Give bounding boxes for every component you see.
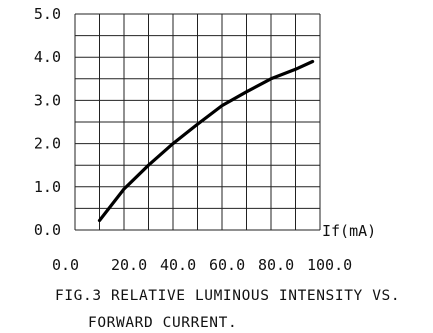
x-tick-label: 60.0 (209, 256, 245, 274)
y-tick-label: 1.0 (34, 178, 61, 196)
x-tick-label: 20.0 (111, 256, 147, 274)
caption-line-2: FORWARD CURRENT. (88, 315, 237, 331)
series-line (97, 59, 315, 223)
y-tick-label: 3.0 (34, 91, 61, 109)
x-tick-label: 80.0 (258, 256, 294, 274)
y-tick-label: 2.0 (34, 135, 61, 153)
y-tick-label: 4.0 (34, 48, 61, 66)
caption-line-1: FIG.3 RELATIVE LUMINOUS INTENSITY VS. (55, 288, 400, 304)
x-tick-label: 40.0 (160, 256, 196, 274)
y-tick-label: 5.0 (34, 5, 61, 23)
x-axis-label: If(mA) (322, 222, 376, 240)
y-tick-label: 0.0 (34, 221, 61, 239)
x-tick-label: 100.0 (307, 256, 352, 274)
x-tick-label: 0.0 (52, 256, 79, 274)
tick-labels: 0.0 1.0 2.0 3.0 4.0 5.0 0.0 20.0 40.0 60.0 80.0 100… (34, 5, 352, 274)
grid (74, 13, 321, 231)
series-layer (97, 59, 315, 223)
